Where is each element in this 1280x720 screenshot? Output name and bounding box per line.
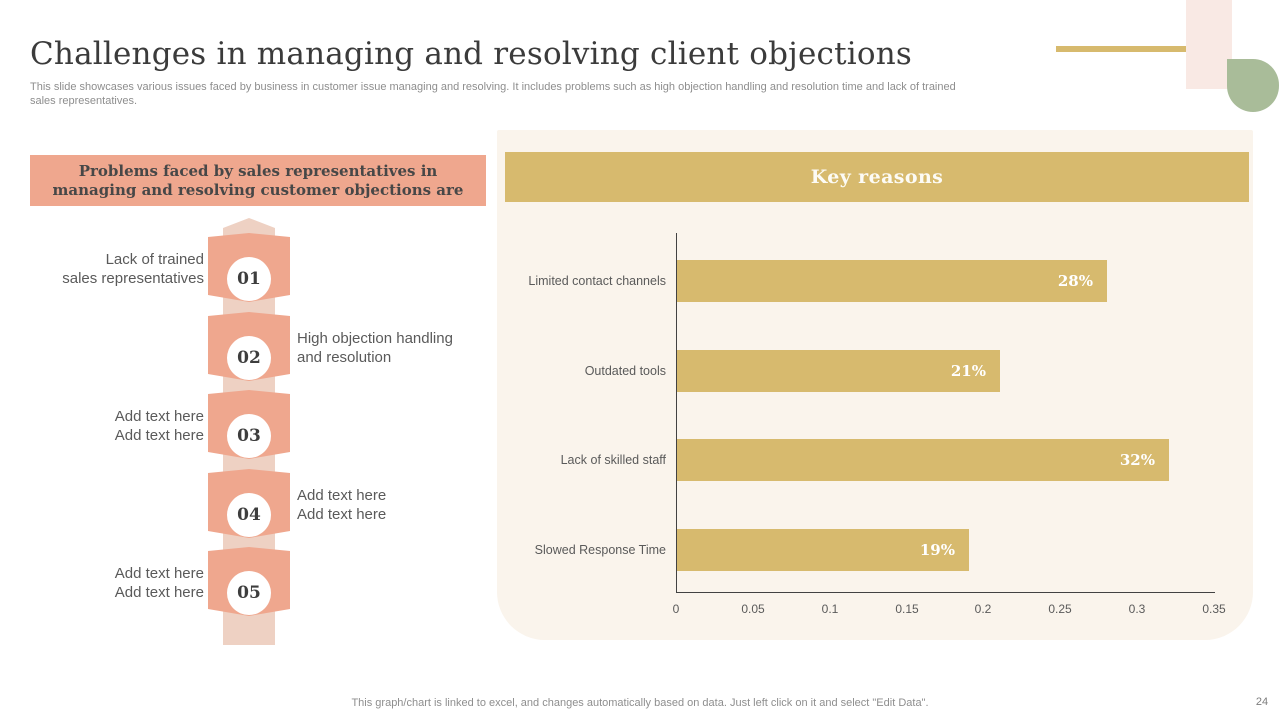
stack-number-badge: 01 [227, 257, 271, 301]
left-panel-header: Problems faced by sales representatives … [30, 155, 486, 206]
page-number: 24 [1255, 696, 1269, 708]
stack-item-label[interactable]: Add text here Add text here [114, 565, 204, 601]
chart-title-bar: Key reasons [505, 152, 1249, 202]
stack-number-badge: 02 [227, 336, 271, 380]
slide-subtitle: This slide showcases various issues face… [30, 81, 956, 107]
chart-value-label: 28% [1057, 272, 1093, 290]
footer-note: This graph/chart is linked to excel, and… [351, 697, 929, 709]
stack-item-label[interactable]: Add text here Add text here [297, 487, 387, 523]
chart-x-tick-label: 0.3 [1128, 602, 1146, 616]
chart-value-label: 21% [950, 362, 986, 380]
stack-item-label: High objection handling and resolution [297, 330, 453, 366]
chart-bar[interactable]: 19% [677, 529, 969, 571]
chart-category-label: Outdated tools [584, 364, 666, 378]
chart-category-label: Slowed Response Time [534, 543, 666, 557]
stack-number-badge: 04 [227, 493, 271, 537]
chart-value-label: 32% [1119, 451, 1155, 469]
chart-bar[interactable]: 21% [677, 350, 1000, 392]
chart-x-tick-label: 0.2 [974, 602, 992, 616]
corner-green-drop-icon [1227, 59, 1279, 112]
chart-bar[interactable]: 28% [677, 260, 1107, 302]
stack-number-badge: 05 [227, 571, 271, 615]
stack-item-label[interactable]: Add text here Add text here [114, 408, 204, 444]
chart-x-tick-label: 0.15 [895, 602, 919, 616]
page-title: Challenges in managing and resolving cli… [30, 36, 912, 72]
chart-x-axis [676, 592, 1215, 593]
title-accent-line [1056, 46, 1186, 52]
chart-category-label: Lack of skilled staff [560, 453, 666, 467]
corner-pink-rectangle [1186, 0, 1232, 89]
chart-bar[interactable]: 32% [677, 439, 1169, 481]
chart-x-tick-label: 0.1 [821, 602, 839, 616]
chart-x-tick-label: 0 [672, 602, 680, 616]
chart-x-tick-label: 0.25 [1048, 602, 1072, 616]
chart-category-label: Limited contact channels [528, 274, 666, 288]
chart-y-axis [676, 233, 677, 592]
chart-x-tick-label: 0.05 [741, 602, 765, 616]
stack-item-label: Lack of trained sales representatives [62, 251, 204, 287]
chart-x-tick-label: 0.35 [1202, 602, 1226, 616]
chart-value-label: 19% [919, 541, 955, 559]
stack-number-badge: 03 [227, 414, 271, 458]
